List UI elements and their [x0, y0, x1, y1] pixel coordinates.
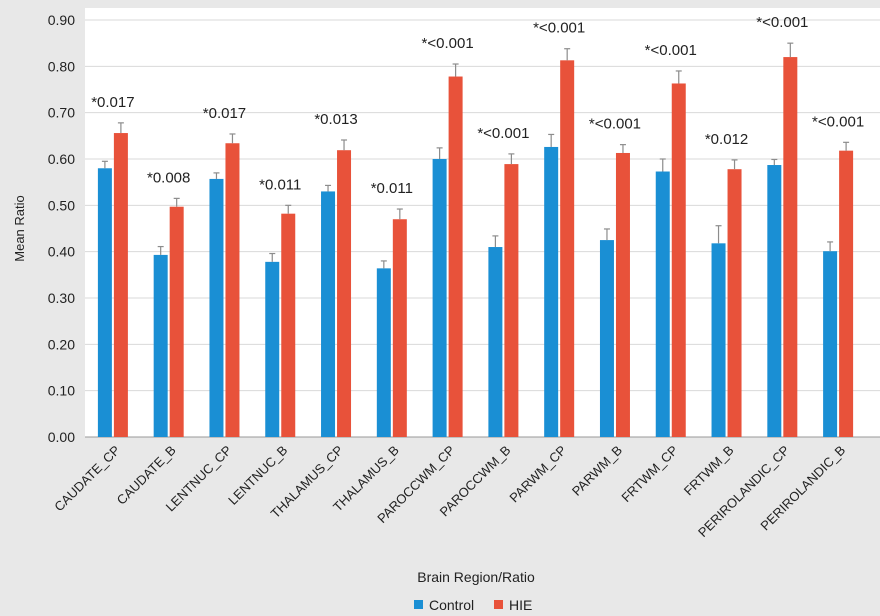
significance-label: *0.017: [91, 94, 134, 111]
y-tick-label: 0.70: [48, 105, 75, 121]
bar-control-parwm_cp: [544, 146, 559, 437]
bar-hie-paroccwm_b: [504, 164, 519, 437]
y-tick-label: 0.30: [48, 290, 75, 306]
error-bars: [101, 42, 850, 269]
y-tick-label: 0.00: [48, 429, 75, 445]
bar-hie-caudate_b: [169, 206, 184, 437]
bar-control-frtwm_cp: [655, 171, 670, 437]
x-tick-label: PARWM_B: [569, 443, 625, 499]
significance-label: *0.017: [203, 105, 246, 122]
bar-hie-frtwm_b: [727, 169, 742, 437]
significance-label: *<0.001: [422, 35, 474, 52]
y-tick-label: 0.80: [48, 58, 75, 74]
plot-area: [85, 8, 880, 437]
x-axis-categories: CAUDATE_CPCAUDATE_BLENTNUC_CPLENTNUC_BTH…: [51, 443, 848, 540]
bar-hie-paroccwm_cp: [448, 76, 463, 437]
bar-hie-perirolandic_cp: [783, 57, 798, 438]
bar-hie-parwm_cp: [560, 60, 575, 438]
y-tick-label: 0.90: [48, 12, 75, 28]
bar-hie-thalamus_b: [392, 219, 407, 437]
y-tick-label: 0.10: [48, 383, 75, 399]
bar-hie-perirolandic_b: [839, 150, 854, 437]
significance-label: *0.011: [259, 176, 301, 193]
significance-label: *<0.001: [533, 20, 585, 37]
bar-control-lentnuc_cp: [209, 178, 224, 437]
bar-hie-caudate_cp: [113, 133, 128, 437]
bar-hie-thalamus_cp: [337, 150, 352, 438]
significance-label: *<0.001: [756, 14, 808, 31]
significance-label: *0.013: [314, 111, 357, 128]
bar-control-paroccwm_b: [488, 247, 503, 437]
legend-swatch-hie: [494, 600, 503, 609]
significance-label: *0.011: [371, 180, 413, 197]
significance-label: *<0.001: [645, 42, 697, 59]
y-tick-label: 0.20: [48, 336, 75, 352]
significance-label: *<0.001: [477, 125, 529, 142]
significance-label: *<0.001: [589, 116, 641, 133]
legend-label-hie: HIE: [509, 597, 532, 613]
x-tick-label: PERIROLANDIC_CP: [695, 443, 792, 540]
y-tick-label: 0.50: [48, 197, 75, 213]
significance-label: *<0.001: [812, 113, 864, 130]
bar-hie-frtwm_cp: [671, 83, 686, 437]
significance-label: *0.008: [147, 169, 190, 186]
bar-control-lentnuc_b: [265, 261, 280, 437]
bar-hie-lentnuc_b: [281, 213, 296, 437]
bar-control-parwm_b: [599, 240, 614, 437]
legend-label-control: Control: [429, 597, 474, 613]
legend: Control HIE: [414, 597, 532, 613]
legend-swatch-control: [414, 600, 423, 609]
x-axis-label: Brain Region/Ratio: [417, 569, 535, 585]
bar-control-paroccwm_cp: [432, 159, 447, 437]
y-tick-label: 0.60: [48, 151, 75, 167]
bar-control-thalamus_b: [376, 268, 391, 437]
x-tick-label: FRTWM_B: [681, 443, 737, 499]
bar-control-caudate_b: [153, 254, 168, 437]
x-tick-label: PARWM_CP: [506, 443, 569, 506]
bar-hie-parwm_b: [615, 152, 630, 437]
bar-hie-lentnuc_cp: [225, 143, 240, 437]
significance-annotations: *0.017 *0.008 *0.017 *0.011 *0.013 *0.011 *<0.…: [91, 14, 864, 197]
y-tick-label: 0.40: [48, 244, 75, 260]
bars: [97, 57, 854, 438]
bar-control-perirolandic_b: [823, 251, 838, 437]
bar-control-perirolandic_cp: [767, 165, 782, 438]
y-axis-ticks: 0.00 0.10 0.20 0.30 0.40 0.50 0.60 0.70 0.80 0.90: [48, 12, 75, 445]
y-axis-label: Mean Ratio: [12, 195, 27, 261]
x-tick-label: CAUDATE_CP: [51, 443, 123, 515]
significance-label: *0.012: [705, 131, 748, 148]
bar-control-frtwm_b: [711, 243, 726, 437]
x-tick-label: FRTWM_CP: [618, 443, 681, 506]
bar-control-caudate_cp: [97, 168, 112, 437]
bar-control-thalamus_cp: [321, 191, 336, 437]
